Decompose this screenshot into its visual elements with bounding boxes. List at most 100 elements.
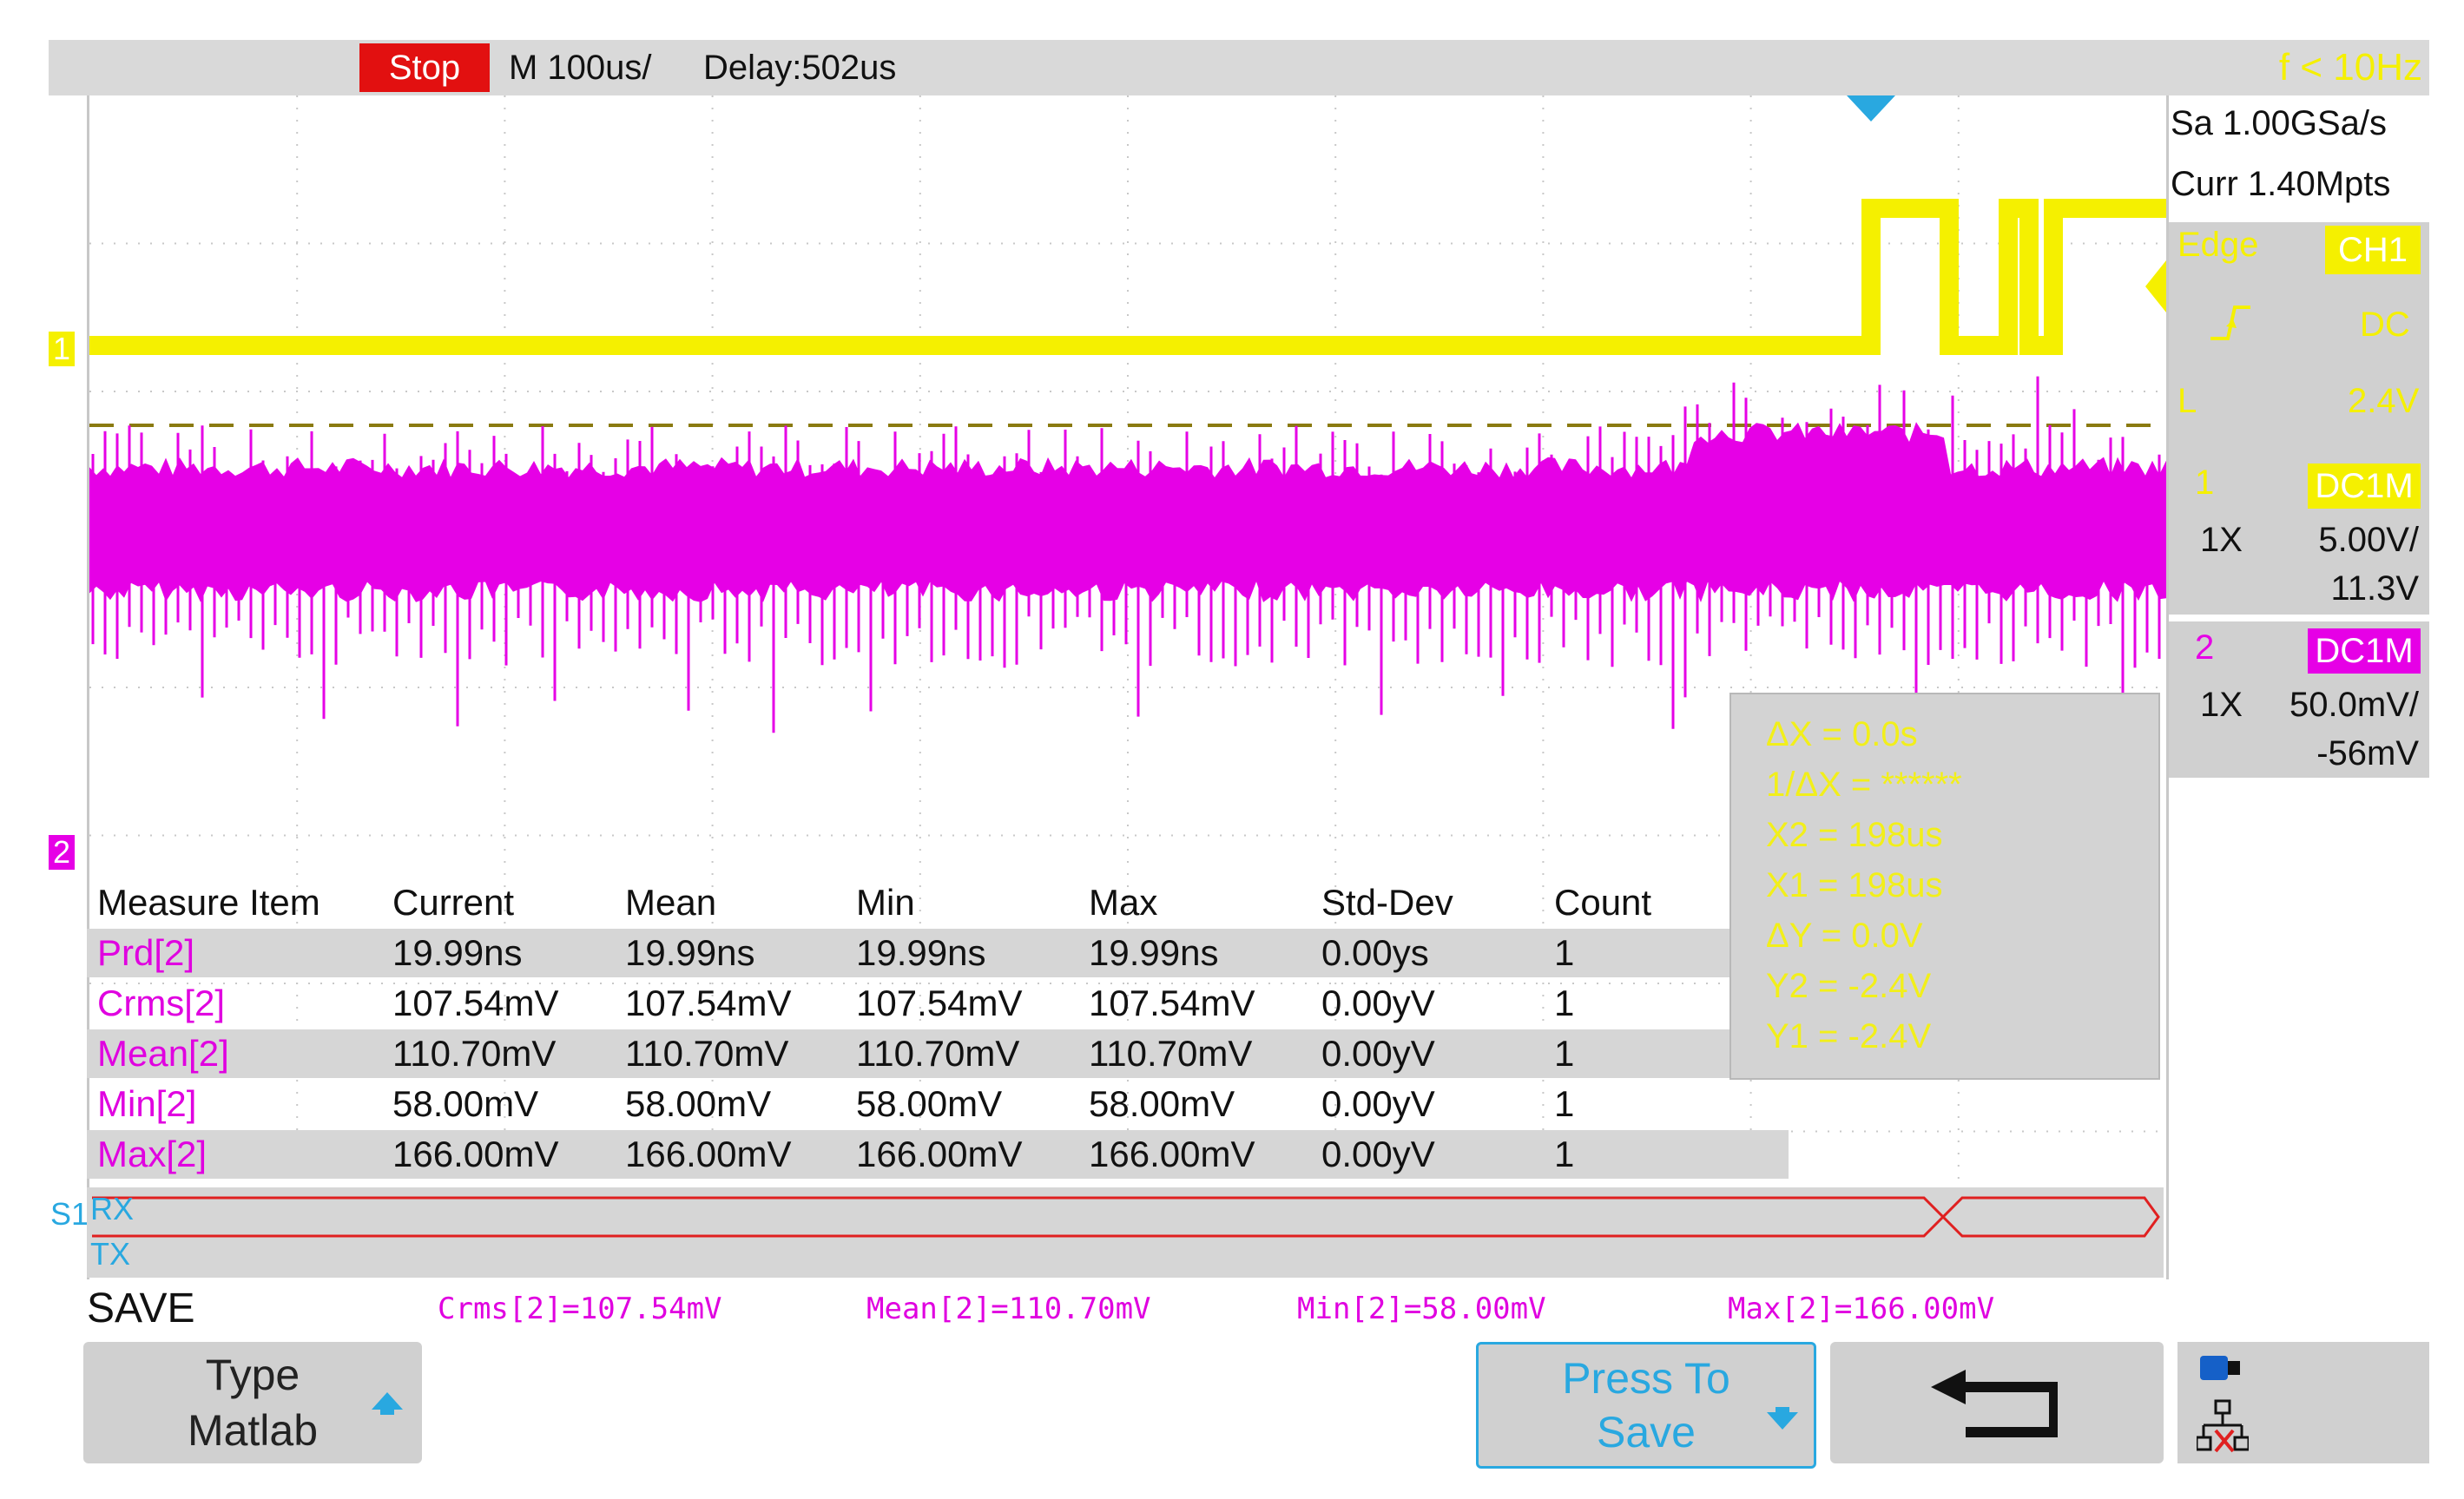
header-max: Max — [1089, 882, 1158, 923]
waveform-display[interactable] — [87, 95, 2169, 1279]
measure-min-cell: 166.00mV — [856, 1134, 1023, 1174]
serial-rx-bus — [92, 1196, 2160, 1238]
frequency-counter: f < 10Hz — [2278, 46, 2422, 89]
trigger-type: Edge — [2177, 226, 2259, 264]
trigger-level-marker[interactable] — [2145, 260, 2166, 312]
measure-mean-cell: 58.00mV — [625, 1083, 772, 1124]
cursor-x1: X1 = 198us — [1766, 866, 1943, 904]
trigger-level-label: L — [2177, 382, 2197, 420]
arrow-up-icon — [372, 1392, 403, 1415]
header-min: Min — [856, 882, 915, 923]
serial-rx-label: RX — [90, 1191, 135, 1226]
cursor-inverse-delta-x: 1/ΔX = ****** — [1766, 766, 1962, 804]
measure-item-cell: Min[2] — [97, 1083, 197, 1124]
rising-edge-icon — [2204, 297, 2256, 349]
measure-mean-cell: 107.54mV — [625, 983, 792, 1023]
delay-readout[interactable]: Delay:502us — [703, 49, 897, 87]
trigger-coupling: DC — [2360, 306, 2410, 344]
table-row[interactable]: Max[2] 166.00mV 166.00mV 166.00mV 166.00mV 0.… — [87, 1130, 1789, 1179]
measure-std-dev-cell: 0.00yV — [1321, 1033, 1435, 1074]
ch2-marker[interactable]: 2 — [49, 835, 75, 870]
measure-item-cell: Max[2] — [97, 1134, 208, 1174]
ch2-offset: -56mV — [2316, 734, 2419, 773]
readout-mean: Mean[2]=110.70mV — [866, 1292, 1151, 1326]
readout-crms: Crms[2]=107.54mV — [438, 1292, 722, 1326]
measure-max-cell: 107.54mV — [1089, 983, 1255, 1023]
measure-mean-cell: 166.00mV — [625, 1134, 792, 1174]
trigger-level-value: 2.4V — [2348, 382, 2420, 420]
cursor-delta-x: ΔX = 0.0s — [1766, 715, 1918, 753]
ch1-marker[interactable]: 1 — [49, 332, 75, 366]
serial-tx-label: TX — [90, 1236, 131, 1272]
measure-current-cell: 58.00mV — [392, 1083, 539, 1124]
ch2-coupling: DC1M — [2308, 628, 2421, 674]
header-std-dev: Std-Dev — [1321, 882, 1453, 923]
measure-min-cell: 107.54mV — [856, 983, 1023, 1023]
table-row[interactable]: Mean[2] 110.70mV 110.70mV 110.70mV 110.70mV 0… — [87, 1029, 1789, 1078]
cursor-y1: Y1 = -2.4V — [1766, 1017, 1932, 1055]
measure-max-cell: 58.00mV — [1089, 1083, 1235, 1124]
measure-header-row: Measure Item Current Mean Min Max Std-De… — [87, 878, 1789, 927]
back-button[interactable] — [1830, 1342, 2164, 1463]
press-to-save-button[interactable]: Press To Save — [1476, 1342, 1816, 1469]
measure-count-cell: 1 — [1554, 1083, 1575, 1124]
header-measure-item: Measure Item — [97, 882, 320, 923]
return-arrow-icon — [1931, 1370, 2058, 1437]
header-count: Count — [1554, 882, 1652, 923]
status-icons-area — [2177, 1342, 2429, 1463]
ch2-number: 2 — [2195, 628, 2215, 667]
ch1-scale: 5.00V/ — [2318, 521, 2419, 559]
ch2-probe: 1X — [2200, 686, 2243, 724]
type-softkey-label: Type — [205, 1351, 300, 1399]
header-mean: Mean — [625, 882, 717, 923]
sample-rate: Sa 1.00GSa/s — [2171, 104, 2388, 142]
measure-min-cell: 110.70mV — [856, 1033, 1020, 1074]
cursor-x2: X2 = 198us — [1766, 816, 1943, 854]
run-stop-badge[interactable]: Stop — [359, 43, 490, 92]
measure-current-cell: 19.99ns — [392, 932, 523, 973]
cursor-readout-panel[interactable]: ΔX = 0.0s 1/ΔX = ****** X2 = 198us X1 = … — [1729, 693, 2160, 1080]
usb-storage-icon — [2200, 1356, 2240, 1380]
measure-current-cell: 107.54mV — [392, 983, 559, 1023]
measure-item-cell: Prd[2] — [97, 932, 195, 973]
table-row[interactable]: Min[2] 58.00mV 58.00mV 58.00mV 58.00mV 0.00yV… — [87, 1080, 1789, 1128]
cursor-y2: Y2 = -2.4V — [1766, 967, 1932, 1005]
ch1-offset: 11.3V — [2330, 569, 2419, 608]
measure-std-dev-cell: 0.00yV — [1321, 983, 1435, 1023]
measure-mean-cell: 19.99ns — [625, 932, 755, 973]
ch1-waveform — [89, 199, 2166, 355]
readout-min: Min[2]=58.00mV — [1297, 1292, 1546, 1326]
measure-max-cell: 19.99ns — [1089, 932, 1219, 973]
measure-std-dev-cell: 0.00yV — [1321, 1083, 1435, 1124]
measure-item-cell: Mean[2] — [97, 1033, 229, 1074]
serial-bus-label: S1 — [50, 1196, 89, 1232]
measure-min-cell: 19.99ns — [856, 932, 986, 973]
type-softkey[interactable]: Type Matlab — [83, 1342, 422, 1463]
ch2-waveform — [89, 376, 2166, 733]
serial-decode-area[interactable]: RX TX — [87, 1187, 2164, 1278]
right-info-panel: Sa 1.00GSa/s Curr 1.40Mpts Edge CH1 DC L… — [2169, 95, 2429, 1279]
measure-item-cell: Crms[2] — [97, 983, 225, 1023]
measure-count-cell: 1 — [1554, 1033, 1575, 1074]
measure-max-cell: 166.00mV — [1089, 1134, 1255, 1174]
measure-current-cell: 110.70mV — [392, 1033, 557, 1074]
measure-min-cell: 58.00mV — [856, 1083, 1003, 1124]
header-current: Current — [392, 882, 515, 923]
table-row[interactable]: Crms[2] 107.54mV 107.54mV 107.54mV 107.54mV 0… — [87, 979, 1789, 1028]
trigger-position-marker[interactable] — [1847, 95, 1895, 122]
timebase-readout[interactable]: M 100us/ — [509, 49, 652, 87]
measure-current-cell: 166.00mV — [392, 1134, 559, 1174]
measure-count-cell: 1 — [1554, 1134, 1575, 1174]
type-softkey-value: Matlab — [187, 1406, 319, 1455]
table-row[interactable]: Prd[2] 19.99ns 19.99ns 19.99ns 19.99ns 0.00ys… — [87, 929, 1789, 977]
trigger-source: CH1 — [2325, 226, 2421, 274]
ch2-scale: 50.0mV/ — [2289, 686, 2419, 724]
memory-depth: Curr 1.40Mpts — [2171, 165, 2391, 203]
measure-mean-cell: 110.70mV — [625, 1033, 789, 1074]
measure-count-cell: 1 — [1554, 983, 1575, 1023]
ch1-number: 1 — [2195, 464, 2215, 502]
measure-max-cell: 110.70mV — [1089, 1033, 1253, 1074]
press-to-save-line2: Save — [1597, 1408, 1696, 1456]
waveform-graticule — [89, 95, 2166, 1279]
press-to-save-line1: Press To — [1562, 1354, 1730, 1403]
